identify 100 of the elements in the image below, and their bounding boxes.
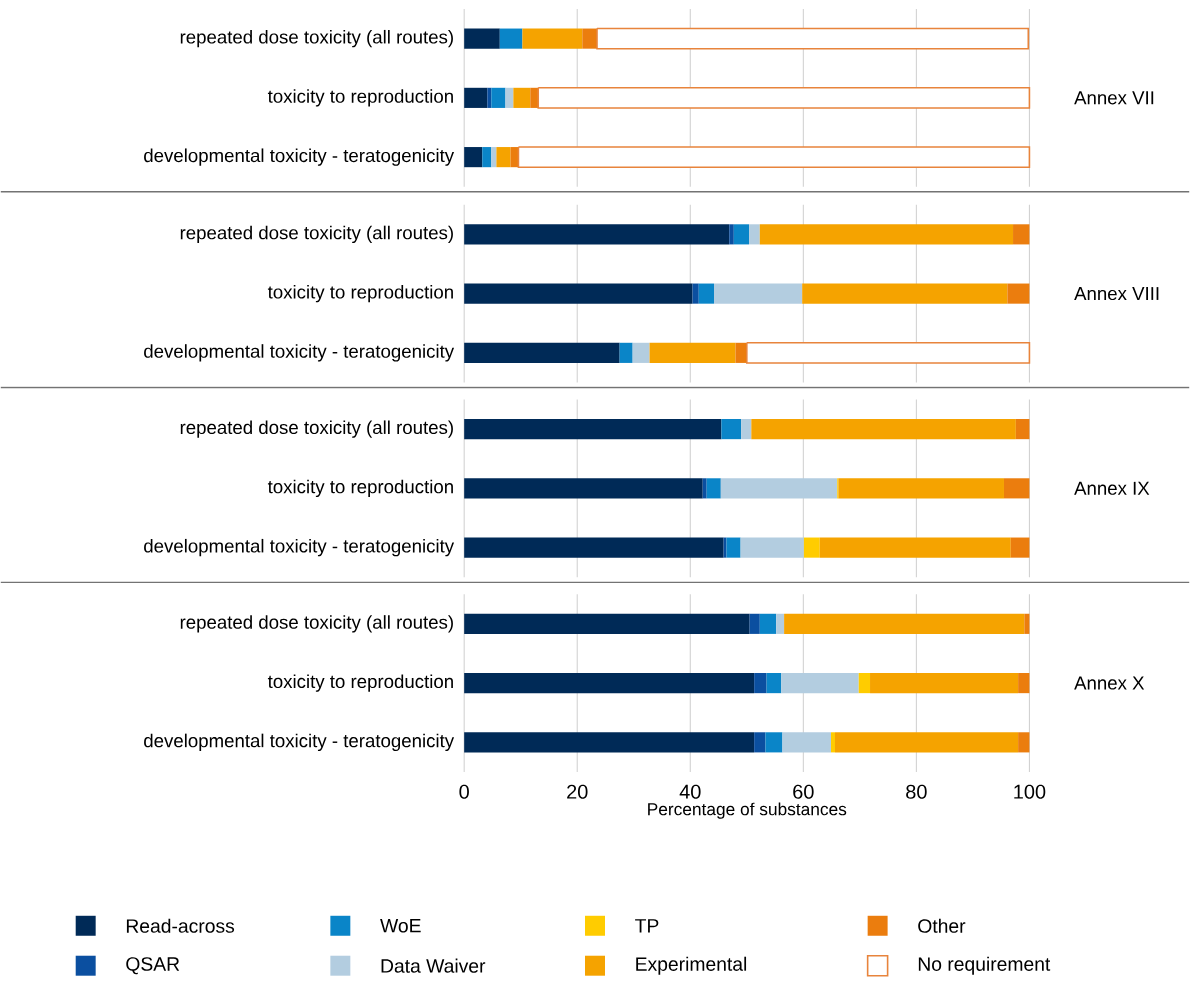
bar [781, 673, 859, 694]
legend-label: Other [918, 918, 966, 934]
bar [838, 478, 1004, 499]
bar [803, 537, 820, 558]
y-tick-label: repeated dose toxicity (all routes) [180, 225, 453, 244]
bar [1024, 613, 1030, 635]
bar [464, 147, 483, 168]
y-tick-label: toxicity to reproduction [267, 89, 453, 107]
y-tick-label: toxicity to reproduction [267, 285, 453, 303]
legend-label: No requirement [918, 956, 1051, 975]
bar [464, 283, 693, 304]
bar [499, 28, 523, 49]
bar [751, 419, 1016, 440]
x-tick-label: 60 [793, 784, 814, 799]
bar [698, 283, 715, 304]
bar [487, 87, 492, 109]
x-axis-title: Percentage of substances [648, 802, 847, 819]
bar [464, 673, 755, 694]
y-tick-label: repeated dose toxicity (all routes) [180, 420, 453, 438]
bar [513, 87, 531, 109]
bar [1007, 283, 1030, 304]
bar [784, 613, 1025, 635]
x-tick-label: 20 [567, 784, 588, 799]
bar [517, 146, 1031, 169]
bar [831, 732, 835, 753]
y-tick-label: developmental toxicity - teratogenicity [144, 148, 455, 166]
legend-label: Read-across [126, 918, 235, 934]
bar [464, 224, 730, 245]
bar [714, 283, 803, 304]
bar [735, 342, 747, 364]
bar [858, 673, 871, 694]
bar [491, 147, 497, 168]
y-tick-label: developmental toxicity - teratogenicity [144, 344, 455, 362]
bar [729, 224, 734, 245]
y-tick-label: repeated dose toxicity (all routes) [180, 30, 453, 48]
x-tick-label: 0 [459, 784, 469, 799]
bar [766, 673, 782, 694]
bar [759, 224, 1014, 245]
bar [870, 673, 1019, 694]
bar [692, 283, 699, 304]
bar [733, 224, 750, 245]
bar [491, 87, 506, 109]
bar [802, 283, 1008, 304]
y2-axis-title: Annex X [1074, 676, 1145, 690]
legend-label: WoE [380, 919, 421, 933]
x-tick-label: 40 [679, 784, 701, 799]
bar [720, 478, 838, 499]
legend-label: Data Waiver [381, 958, 486, 973]
bar [632, 342, 650, 364]
bar [782, 732, 832, 753]
bar [464, 87, 488, 109]
x-tick-label: 80 [906, 784, 927, 799]
bar [1018, 732, 1030, 753]
bar [749, 613, 760, 635]
bar [706, 478, 721, 499]
bar [740, 537, 804, 558]
y-tick-label: developmental toxicity - teratogenicity [144, 539, 455, 557]
bar [464, 478, 703, 499]
bar [619, 342, 633, 364]
y2-axis-title: Annex IX [1074, 482, 1150, 496]
bar [1010, 537, 1030, 558]
bar [1015, 419, 1030, 440]
bar [537, 87, 1031, 109]
x-tick-label: 100 [1014, 784, 1046, 799]
bar [464, 732, 755, 753]
bar [776, 613, 785, 635]
bar [726, 537, 741, 558]
bar [482, 147, 492, 168]
legend-label: Experimental [636, 956, 747, 975]
bar [464, 537, 724, 558]
bar [1003, 478, 1030, 499]
bar [496, 147, 511, 168]
y-tick-label: repeated dose toxicity (all routes) [180, 615, 453, 633]
bar [754, 732, 766, 753]
y-tick-label: developmental toxicity - teratogenicity [144, 733, 455, 752]
y-tick-label: toxicity to reproduction [267, 674, 453, 692]
bar [596, 27, 1030, 50]
y-tick-label: toxicity to reproduction [267, 479, 453, 498]
legend-label: QSAR [126, 957, 180, 975]
bar [702, 478, 707, 499]
bar [505, 87, 514, 109]
bar [754, 673, 767, 694]
bar [721, 419, 742, 440]
bar [746, 342, 1031, 364]
bar [1013, 224, 1030, 245]
bar [765, 732, 783, 753]
bar [741, 419, 752, 440]
legend-label: TP [635, 919, 659, 933]
bar [464, 28, 500, 49]
y2-axis-title: Annex VIII [1074, 287, 1159, 301]
bar [759, 613, 777, 635]
bar [1018, 673, 1030, 694]
y2-axis-title: Annex VII [1074, 91, 1154, 105]
bar [749, 224, 760, 245]
bar [819, 537, 1011, 558]
bar [649, 342, 736, 364]
bar [522, 28, 583, 49]
bar [834, 732, 1019, 753]
bar [464, 613, 750, 635]
bar [464, 342, 620, 364]
